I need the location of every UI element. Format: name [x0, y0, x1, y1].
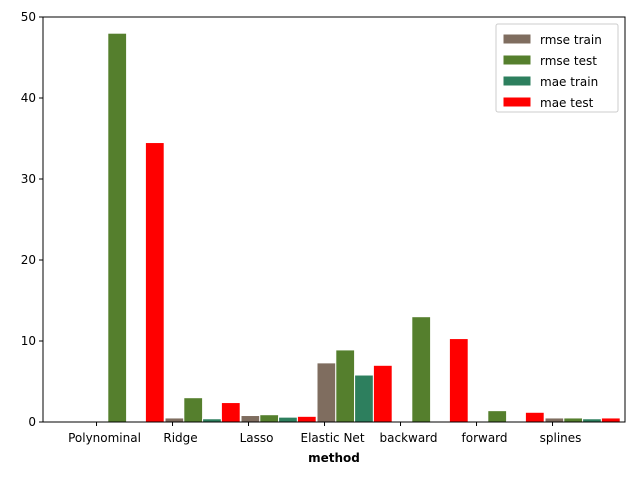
- bar-mae-test-elastic-net: [372, 364, 393, 423]
- plot-frame: [42, 16, 626, 423]
- legend-label: rmse test: [540, 54, 597, 68]
- x-tick-label: Polynominal: [68, 431, 141, 445]
- bar-rmse-train-lasso: [240, 415, 261, 423]
- legend-swatch: [502, 54, 532, 66]
- y-tick-label: 0: [28, 415, 36, 429]
- bar-rmse-test-backward: [411, 316, 432, 423]
- legend-swatch: [502, 33, 532, 45]
- bar-rmse-test-forward: [487, 410, 508, 423]
- legend-swatch: [502, 75, 532, 87]
- bar-mae-test-lasso: [296, 415, 317, 423]
- y-axis: 0 10 20 30 40 50: [21, 10, 43, 429]
- bar-mae-test-polynominal: [144, 142, 165, 423]
- legend: rmse train rmse test mae train mae test: [495, 23, 619, 113]
- legend-swatch: [502, 96, 532, 108]
- x-tick-label: Lasso: [240, 431, 274, 445]
- bar-mae-test-ridge: [220, 402, 241, 423]
- bar-mae-test-forward: [524, 411, 545, 423]
- legend-label: mae test: [540, 96, 594, 110]
- bar-rmse-test-elastic-net: [335, 349, 356, 423]
- bar-rmse-test-lasso: [259, 414, 280, 423]
- bar-rmse-test-polynominal: [107, 32, 128, 423]
- x-tick-label: forward: [462, 431, 508, 445]
- bar-rmse-train-ridge: [164, 417, 185, 423]
- bar-mae-test-splines: [600, 417, 621, 423]
- y-tick-label: 20: [21, 253, 36, 267]
- bar-rmse-test-splines: [563, 417, 584, 423]
- x-axis-title: method: [308, 451, 360, 465]
- y-tick-label: 50: [21, 10, 36, 24]
- bar-rmse-train-elastic-net: [316, 362, 337, 423]
- legend-label: rmse train: [540, 33, 602, 47]
- x-axis: Polynominal Ridge Lasso Elastic Net backward…: [68, 422, 581, 445]
- x-tick-label: Ridge: [163, 431, 197, 445]
- y-tick-label: 30: [21, 172, 36, 186]
- legend-label: mae train: [540, 75, 598, 89]
- x-tick-label: splines: [540, 431, 582, 445]
- y-tick-label: 10: [21, 334, 36, 348]
- bar-mae-train-elastic-net: [354, 374, 374, 423]
- legend-box: [495, 23, 619, 113]
- x-tick-label: Elastic Net: [300, 431, 364, 445]
- bar-mae-test-backward: [448, 338, 469, 423]
- bar-mae-train-lasso: [278, 416, 298, 423]
- x-tick-label: backward: [380, 431, 438, 445]
- y-tick-label: 40: [21, 91, 36, 105]
- bar-rmse-train-splines: [544, 417, 565, 423]
- bar-rmse-test-ridge: [183, 397, 204, 423]
